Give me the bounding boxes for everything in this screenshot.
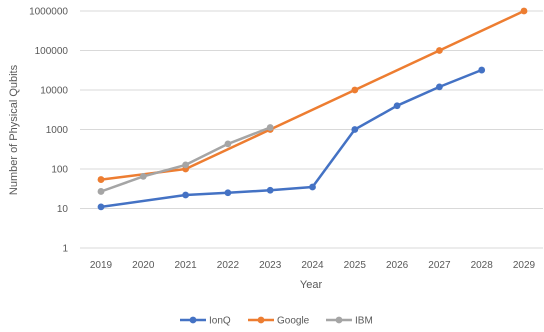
series-lines [97,7,528,211]
legend-marker [189,316,197,324]
x-axis-title: Year [300,279,323,291]
data-point-google [436,47,443,54]
legend-item-google: Google [248,316,310,327]
x-tick-label: 2022 [217,260,240,271]
data-point-google [351,86,359,94]
data-point-ibm [266,124,274,131]
data-point-ionq [182,191,190,199]
data-point-google [520,7,528,15]
data-point-ionq [97,203,105,211]
data-point-ionq [351,126,359,133]
legend-item-ibm: IBM [326,316,373,327]
data-point-ionq [436,83,443,91]
data-point-ionq [224,189,232,197]
x-tick-label: 2023 [259,260,282,271]
series-ibm [97,124,274,195]
series-ionq [97,66,486,211]
data-point-ibm [182,161,190,169]
x-tick-label: 2029 [513,260,536,271]
x-tick-label: 2028 [471,260,494,271]
x-tick-label: 2020 [132,260,155,271]
series-line-ibm [99,126,272,193]
x-tick-label: 2026 [386,260,409,271]
y-tick-label: 10000 [40,86,68,97]
legend-label: IBM [355,316,373,327]
y-tick-label: 100000 [35,46,69,57]
y-tick-label: 1000 [46,125,69,136]
y-tick-label: 100 [51,165,68,176]
data-point-ibm [224,140,232,148]
data-point-ionq [266,186,274,194]
y-tick-label: 1 [62,244,68,255]
x-tick-labels: 2019 2020 2021 2022 2023 2024 2025 2026 2027 2028… [90,260,536,271]
data-point-ionq [309,183,316,191]
data-point-ibm [97,188,105,195]
x-tick-label: 2019 [90,260,113,271]
x-tick-label: 2027 [428,260,451,271]
x-tick-label: 2025 [344,260,367,271]
legend-marker [257,316,265,324]
y-tick-label: 10 [57,204,69,215]
y-tick-labels: 1 10 100 1000 10000 100000 1000000 [29,7,68,255]
gridlines [80,10,543,249]
series-google [97,7,528,183]
series-line-ionq [99,68,483,209]
legend-label: IonQ [209,316,231,327]
legend-marker [335,316,343,324]
y-tick-label: 1000000 [29,7,68,18]
x-tick-label: 2021 [174,260,197,271]
legend-item-ionq: IonQ [180,316,231,327]
legend: IonQ Google IBM [180,316,373,327]
data-point-ibm [139,172,147,180]
series-line-google [99,9,526,181]
data-point-google [97,176,105,183]
legend-label: Google [277,316,310,327]
x-tick-label: 2024 [301,260,324,271]
y-axis-title: Number of Physical Qubits [8,64,20,195]
data-point-ionq [478,66,486,74]
data-point-ionq [393,102,401,110]
